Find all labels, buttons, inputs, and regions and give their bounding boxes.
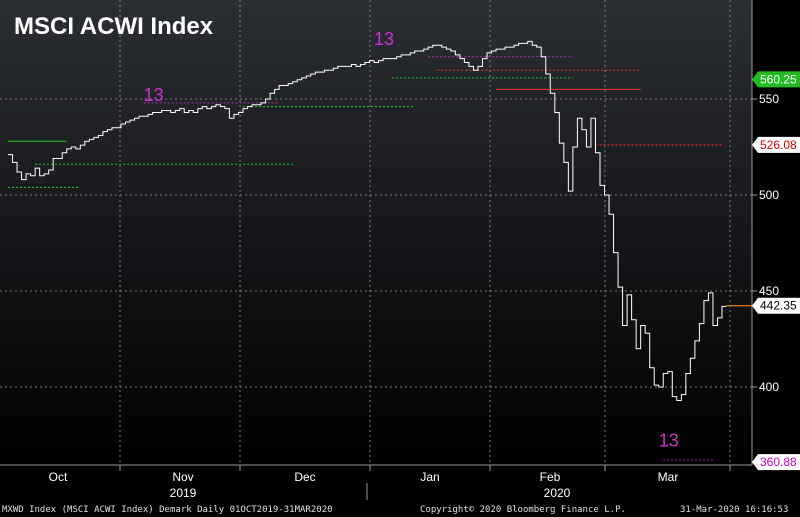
y-tick-label: 500: [759, 188, 779, 202]
price-badge-bg: [752, 297, 800, 314]
y-axis: 400 450 500 550 560.25 526.08 442.35 360.88: [752, 71, 800, 471]
price-badge: 360.88: [752, 454, 800, 471]
x-year-label: 2019: [170, 486, 197, 500]
x-tick-label: Jan: [420, 470, 439, 484]
y-tick-label: 550: [759, 92, 779, 106]
price-badge-label: 442.35: [760, 299, 797, 313]
x-year-label: 2020: [544, 486, 571, 500]
x-tick-label: Dec: [294, 470, 315, 484]
demark-count-label: 13: [374, 29, 394, 49]
x-tick-label: Oct: [49, 470, 68, 484]
annotations: 13 13 13: [144, 29, 679, 450]
demark-count-label: 13: [144, 85, 164, 105]
price-badge-bg: [752, 454, 800, 471]
demark-count-label: 13: [659, 431, 679, 451]
y-tick-label: 450: [759, 284, 779, 298]
price-badge-label: 360.88: [760, 455, 797, 469]
chart-title: MSCI ACWI Index: [14, 13, 214, 40]
footer-left: MXWD Index (MSCI ACWI Index) Demark Dail…: [2, 505, 333, 515]
x-tick-label: Nov: [172, 470, 193, 484]
footer-bar: MXWD Index (MSCI ACWI Index) Demark Dail…: [0, 500, 800, 517]
price-badge: 442.35: [752, 297, 800, 314]
price-line: [8, 40, 727, 401]
price-badge: 526.08: [752, 136, 800, 153]
price-series: [8, 40, 752, 401]
price-badge: 560.25: [752, 71, 800, 88]
demark-levels: [8, 56, 722, 461]
footer-copyright: Copyright© 2020 Bloomberg Finance L.P.: [420, 505, 626, 515]
price-badge-label: 560.25: [760, 72, 797, 86]
x-tick-label: Mar: [658, 470, 679, 484]
price-badge-bg: [752, 71, 800, 88]
y-tick-label: 400: [759, 380, 779, 394]
price-badge-bg: [752, 136, 800, 153]
grid-lines: [0, 0, 753, 466]
x-axis: Oct Nov Dec Jan Feb Mar 2019 2020: [49, 465, 731, 500]
price-badge-label: 526.08: [760, 138, 797, 152]
footer-timestamp: 31-Mar-2020 16:16:53: [680, 505, 788, 515]
x-tick-label: Feb: [540, 470, 561, 484]
